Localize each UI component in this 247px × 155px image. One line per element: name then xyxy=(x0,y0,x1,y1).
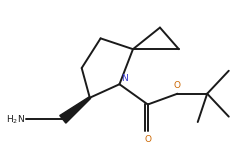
Text: O: O xyxy=(144,135,151,144)
Text: H$_2$N: H$_2$N xyxy=(6,113,25,126)
Polygon shape xyxy=(60,97,90,123)
Text: O: O xyxy=(174,82,181,91)
Text: N: N xyxy=(121,74,127,83)
